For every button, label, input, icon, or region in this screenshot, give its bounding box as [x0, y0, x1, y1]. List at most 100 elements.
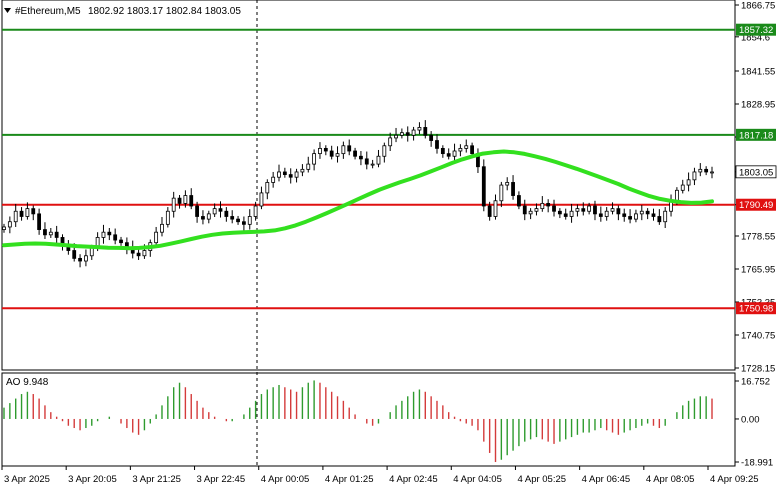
chart-menu-arrow-icon[interactable] [4, 8, 11, 13]
candle-body [353, 150, 357, 157]
candle-body [43, 229, 47, 236]
candle-body [19, 210, 24, 217]
candle-body [505, 182, 510, 186]
moving-average-line [2, 149, 714, 251]
candle-body [692, 171, 697, 181]
candle-body [195, 205, 199, 217]
candle-body [522, 205, 527, 215]
candle-body [224, 210, 229, 217]
candle-body [165, 210, 170, 225]
candle-body [370, 163, 375, 166]
support-level-label: 1750.98 [739, 304, 773, 315]
support-level-tag [736, 302, 776, 315]
candle-body [212, 208, 217, 215]
candle-body [388, 137, 393, 147]
x-axis-label: 4 Apr 00:05 [261, 474, 310, 485]
candle-body [119, 239, 123, 244]
x-axis-label: 3 Apr 2025 [4, 474, 50, 485]
candle-body [440, 147, 445, 155]
price-pane[interactable] [1, 0, 736, 371]
candle-body [639, 210, 644, 215]
candle-body [493, 200, 498, 217]
candle-body [546, 202, 551, 207]
y-axis-label: 1778.55 [741, 232, 775, 243]
y-axis-label: 1828.95 [741, 100, 775, 111]
candle-body [569, 210, 574, 217]
candle-body [183, 195, 188, 204]
ao-indicator-label: AO 9.948 [6, 377, 49, 388]
candle-body [657, 216, 662, 223]
candle-body [48, 231, 53, 236]
support-level-label: 1790.49 [739, 200, 773, 211]
candle-body [458, 147, 463, 152]
candle-body [329, 150, 334, 157]
resistance-level-label: 1857.32 [739, 25, 773, 36]
candle-body [405, 132, 410, 136]
candle-body [113, 234, 118, 241]
y-axis-label: 1866.75 [741, 1, 775, 12]
y-axis-label: 1841.55 [741, 67, 775, 78]
candle-body [300, 168, 305, 173]
candle-body [335, 153, 340, 157]
candle-body [37, 213, 42, 230]
candle-body [674, 189, 679, 202]
candle-body [446, 153, 451, 157]
candle-body [382, 145, 387, 157]
candle-body [312, 153, 317, 165]
candle-body [399, 132, 404, 136]
x-axis-label: 3 Apr 20:05 [68, 474, 117, 485]
candle-body [704, 168, 709, 173]
candle-body [259, 192, 264, 207]
candle-body [540, 202, 545, 210]
candle-body [680, 184, 685, 191]
candle-body [341, 145, 346, 155]
candle-body [247, 216, 252, 225]
candle-body [710, 171, 714, 174]
candle-body [634, 213, 638, 220]
candle-body [622, 213, 627, 217]
ao-axis-label: 0.00 [741, 414, 760, 425]
candle-body [552, 205, 556, 212]
y-axis-label: 1728.15 [741, 364, 775, 375]
candle-body [423, 127, 428, 136]
resistance-level-label: 1817.18 [739, 130, 773, 141]
candle-body [481, 166, 486, 207]
candle-body [242, 221, 246, 225]
x-axis-label: 4 Apr 05:25 [517, 474, 566, 485]
candle-body [142, 250, 147, 257]
candle-body [394, 134, 398, 139]
candle-body [72, 250, 77, 259]
candle-body [177, 197, 182, 204]
candle-body [598, 213, 603, 217]
symbol-timeframe: #Ethereum,M5 [15, 6, 81, 17]
candle-body [593, 205, 597, 215]
resistance-level-tag [736, 23, 776, 36]
candle-body [25, 208, 30, 217]
candle-body [698, 168, 703, 173]
x-axis-label: 4 Apr 02:45 [389, 474, 438, 485]
candle-body [347, 145, 352, 152]
candle-body [89, 247, 94, 257]
candle-body [7, 221, 12, 228]
candle-body [651, 213, 656, 217]
candle-body [610, 208, 615, 212]
candle-body [534, 208, 539, 212]
candle-body [265, 182, 270, 194]
candle-body [487, 205, 492, 217]
resistance-level-tag [736, 128, 776, 141]
x-axis-label: 4 Apr 09:25 [710, 474, 759, 485]
candle-body [417, 127, 422, 131]
candle-body [306, 163, 311, 170]
x-axis-label: 3 Apr 21:25 [132, 474, 181, 485]
candle-body [136, 252, 141, 257]
candle-body [201, 216, 205, 220]
candle-body [31, 208, 36, 215]
current-price-label: 1803.05 [739, 167, 773, 178]
candle-body [282, 171, 287, 175]
candle-body [557, 210, 562, 215]
ao-pane[interactable] [1, 372, 736, 467]
candle-body [517, 195, 521, 207]
current-price-tag [735, 165, 777, 179]
